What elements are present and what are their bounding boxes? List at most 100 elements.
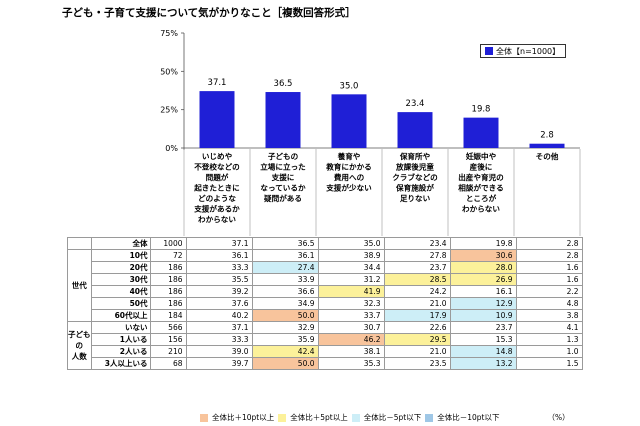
bar [463, 117, 499, 148]
category-label: 産後に [470, 162, 493, 172]
table-cell: 39.0 [185, 345, 253, 358]
table-cell: 41.9 [317, 285, 385, 298]
row-label: いない [90, 321, 151, 334]
bar [397, 112, 433, 148]
highlight-legend: 全体比＋10pt以上 全体比＋5pt以上 全体比－5pt以下 全体比－10pt以下 （%… [200, 412, 570, 423]
table-cell: 27.8 [383, 249, 451, 262]
y-tick-label: 25% [160, 106, 178, 115]
table-cell: 42.4 [251, 345, 319, 358]
table-cell: 23.7 [383, 261, 451, 274]
bar [199, 91, 235, 148]
table-row: 50代 186 37.6 34.9 32.3 21.0 12.9 4.8 [68, 297, 583, 310]
row-n: 68 [149, 357, 187, 370]
category-label: 立場に立った [260, 162, 306, 172]
category-label: 妊娠中や [466, 151, 497, 161]
group-label-sedai: 世代 [67, 249, 92, 322]
table-cell: 38.9 [317, 249, 385, 262]
bar-value-label: 23.4 [406, 99, 425, 109]
row-n: 566 [149, 321, 187, 334]
table-cell: 31.2 [317, 273, 385, 286]
legend: 全体【n=1000】 [480, 44, 566, 58]
category-label: 支援に [271, 172, 295, 182]
y-tick-label: 50% [160, 67, 178, 76]
table-cell: 29.5 [383, 333, 451, 346]
table-cell: 35.0 [317, 237, 385, 250]
table-cell: 30.6 [449, 249, 517, 262]
table-cell: 46.2 [317, 333, 385, 346]
table-cell: 14.8 [449, 345, 517, 358]
category-label: なっているか [260, 184, 306, 193]
table-cell: 21.0 [383, 345, 451, 358]
row-label: 10代 [90, 249, 151, 262]
table-cell: 12.9 [449, 297, 517, 310]
table-cell: 36.5 [251, 237, 319, 250]
table-cell: 34.4 [317, 261, 385, 274]
row-label: 2人いる [90, 345, 151, 358]
row-label: 30代 [90, 273, 151, 286]
table-cell: 36.6 [251, 285, 319, 298]
highlight-swatch [200, 413, 208, 422]
table-cell: 1.6 [515, 261, 583, 274]
table-cell: 2.8 [515, 237, 583, 250]
table-cell: 39.7 [185, 357, 253, 370]
highlight-swatch [278, 413, 287, 422]
table-cell: 32.9 [251, 321, 319, 334]
table-cell: 1.3 [515, 333, 583, 346]
table-cell: 23.7 [449, 321, 517, 334]
row-label: 20代 [90, 261, 151, 274]
table-cell: 15.3 [449, 333, 517, 346]
table-cell: 30.7 [317, 321, 385, 334]
table-cell: 19.8 [449, 237, 517, 250]
category-label: 起きたときに [193, 183, 240, 193]
category-label: 出産や育児の [458, 172, 504, 182]
table-cell: 33.3 [185, 261, 253, 274]
table-cell: 4.1 [515, 321, 583, 334]
bar [265, 92, 301, 148]
table-cell: 35.9 [251, 333, 319, 346]
table-row: 2人いる 210 39.0 42.4 38.1 21.0 14.8 1.0 [68, 345, 583, 358]
chart-title: 子ども・子育て支援について気がかりなこと［複数回答形式］ [62, 7, 356, 19]
bar-value-label: 2.8 [540, 131, 554, 141]
row-label: 50代 [90, 297, 151, 310]
table-cell: 22.6 [383, 321, 451, 334]
table-row: 世代 10代 72 36.1 36.1 38.9 27.8 30.6 2.8 [67, 249, 583, 322]
table-row: 全体 1000 37.1 36.5 35.0 23.4 19.8 2.8 [67, 237, 583, 250]
table-cell: 33.9 [251, 273, 319, 286]
category-label: 支援が少ない [325, 183, 372, 193]
table-cell: 13.2 [449, 357, 517, 370]
category-label: 支援があるか [193, 204, 240, 214]
bar [331, 94, 367, 148]
table-cell: 23.5 [383, 357, 451, 370]
table-cell: 26.9 [449, 273, 517, 286]
table-cell: 38.1 [317, 345, 385, 358]
bar-value-label: 37.1 [208, 78, 227, 88]
row-n: 1000 [149, 237, 187, 250]
row-label: 60代以上 [90, 309, 151, 322]
table-cell: 27.4 [251, 261, 319, 274]
table-cell: 1.6 [515, 273, 583, 286]
table-cell: 21.0 [383, 297, 451, 310]
table-cell: 36.1 [251, 249, 319, 262]
table-cell: 10.9 [449, 309, 517, 322]
table-cell: 35.3 [317, 357, 385, 370]
legend-swatch [485, 47, 493, 55]
category-label: 問題が [206, 172, 229, 182]
row-label: 1人いる [90, 333, 151, 346]
table-cell: 23.4 [383, 237, 451, 250]
category-label: わからない [198, 215, 236, 224]
table-row: 1人いる 156 33.3 35.9 46.2 29.5 15.3 1.3 [68, 333, 583, 346]
category-label: 足りない [400, 194, 431, 203]
table-cell: 17.9 [383, 309, 451, 322]
highlight-swatch [425, 413, 434, 422]
category-label: いじめや [202, 151, 233, 161]
table-cell: 50.0 [251, 357, 319, 370]
y-tick-label: 75% [160, 29, 178, 38]
table-cell: 50.0 [251, 309, 319, 322]
category-label: その他 [536, 151, 559, 161]
table-cell: 2.8 [515, 249, 583, 262]
row-n: 184 [149, 309, 187, 322]
category-label: 疑問がある [264, 193, 302, 203]
table-row: 30代 186 35.5 33.9 31.2 28.5 26.9 1.6 [68, 273, 583, 286]
row-n: 186 [149, 297, 187, 310]
legend-label: 全体【n=1000】 [496, 46, 561, 56]
